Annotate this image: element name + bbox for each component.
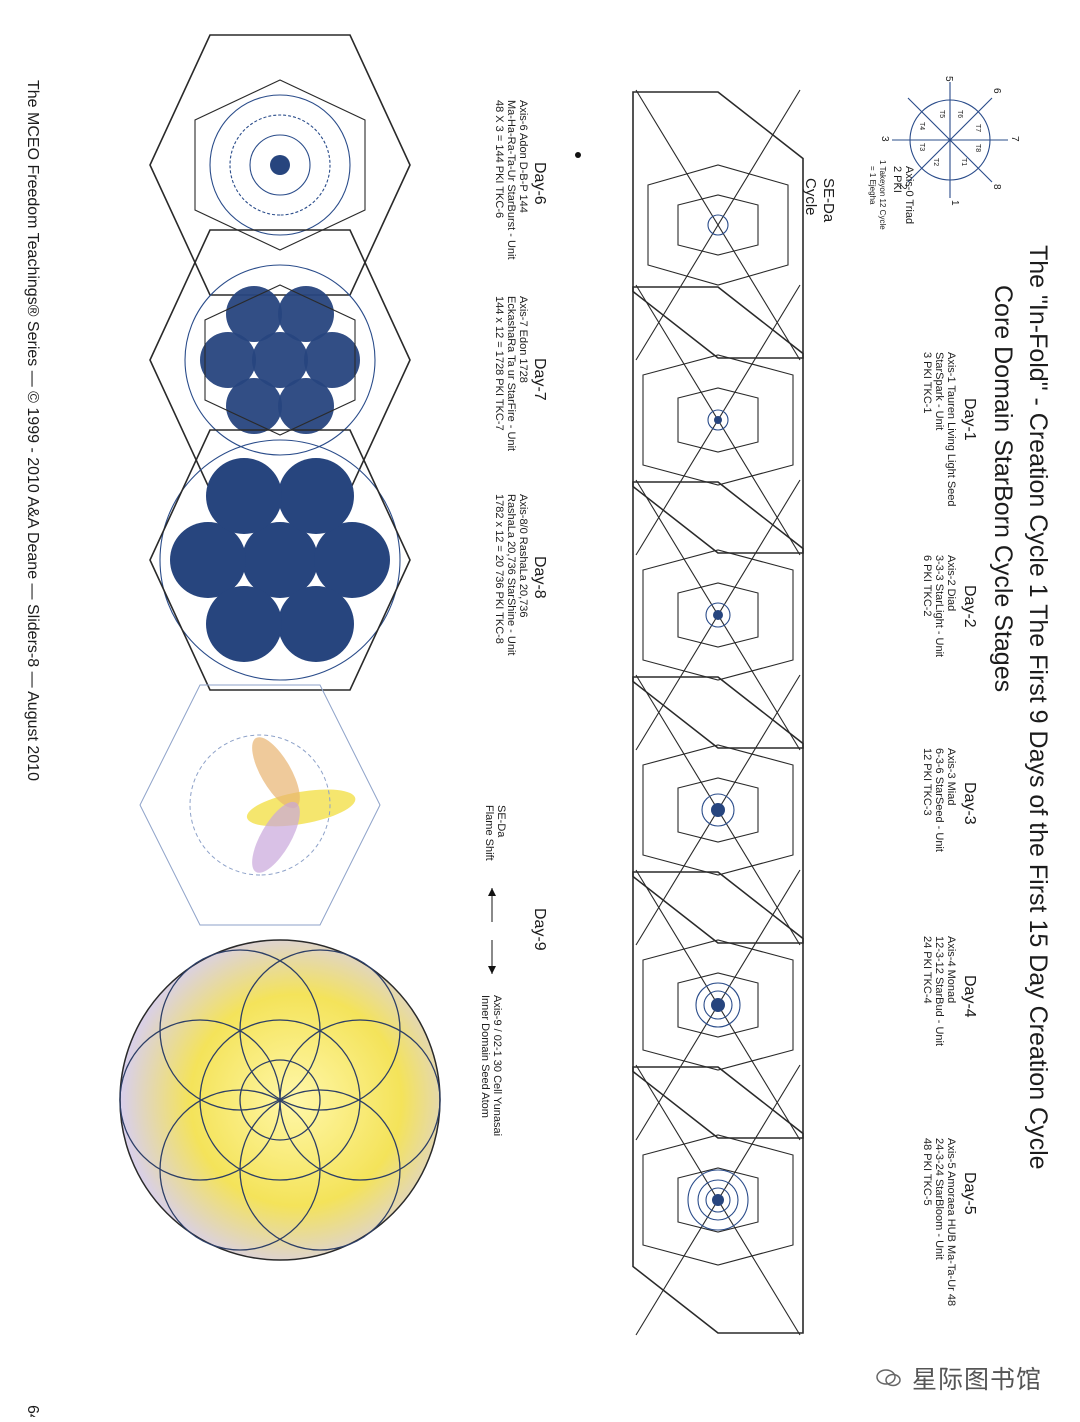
day6-caption-line2: Ma-Ha-Ra-Ta-Ur StarBurst - Unit [505,100,517,260]
day8-caption-line3: 1782 x 12 = 20 736 PKI TKC-8 [493,494,505,644]
day4-caption-line2: 12-3-12 StarBud - Unit [933,936,945,1046]
day6-title: Day-6 [531,162,548,205]
day8-caption-line2: RashaLa 20,736 StarShine - Unit [505,494,517,655]
sada-cycle-title-line2: Cycle [802,178,819,216]
hex-diagram-day3 [632,674,804,946]
sada-cycle-title-line1: SE-Da [820,178,837,223]
clock-number-2: 2 [897,184,908,190]
hex-diagram-day8 [149,429,411,691]
day8-caption-line1: Axis-8/0 RashaLa 20,736 [517,494,529,618]
clock-number-1: 1 [949,200,960,206]
day4-caption-line1: Axis-4 Monad [945,936,957,1003]
clock-label-t3: T3 [918,143,925,151]
clock-label-t5: T5 [938,110,945,118]
seed-atom-circle [119,939,441,1261]
day7-title: Day-7 [531,358,548,401]
clock-number-7: 7 [1009,136,1020,142]
hex-diagram-day1 [632,284,804,556]
day2-title: Day-2 [961,585,978,628]
day9-caption-line2: Inner Domain Seed Atom [479,995,491,1118]
day7-caption-line2: EckashaRa Ta ur StarFire - Unit [505,296,517,451]
footer-text: The MCEO Freedom Teachings® Series — © 1… [24,80,41,781]
clock-note-line1: 1 Takeyon 12 Cycle [878,160,887,230]
day2-caption-line3: 6 PKI TKC-2 [921,555,933,617]
hex-diagram-day2 [632,479,804,751]
day8-title: Day-8 [531,556,548,599]
watermark-text: 星际图书馆 [911,1365,1042,1394]
hex-diagram-day5 [632,1064,804,1336]
page-subtitle: Core Domain StarBorn Cycle Stages [989,285,1017,692]
sada-cycle-caption-line2: 2 PKI [891,166,903,193]
day3-caption-line3: 12 PKI TKC-3 [921,748,933,816]
hex-diagram-day6 [149,34,411,296]
wechat-icon [876,1369,901,1387]
day5-caption-line2: 24-3-24 StarBloom - Unit [933,1138,945,1260]
day1-caption-line3: 3 PKI TKC-1 [921,352,933,414]
clock-number-8: 8 [991,184,1002,190]
day1-caption-line1: Axis-1 Tauren Living Light Seed [945,352,957,507]
day7-caption-line1: Axis-7 Edon 1728 [517,296,529,383]
clock-number-3: 3 [879,136,890,142]
day1-title: Day-1 [961,398,978,441]
clock-label-t8: T8 [974,144,981,152]
hex-diagram-day7 [149,229,411,491]
hex-diagram-day4 [632,869,804,1141]
clock-label-t6: T6 [956,110,963,118]
clock-note-line2: = 1 Ejegha [868,166,877,205]
day6-caption-line3: 48 X 3 = 144 PKI TKC-6 [493,100,505,218]
clock-label-t7: T7 [974,124,981,132]
clock-label-t2: T2 [932,158,939,166]
day7-caption-line3: 144 x 12 = 1728 PKI TKC-7 [493,296,505,431]
day9-caption-line1: Axis-9 / 02-1 30 Cell Yunasai [491,995,503,1136]
day4-title: Day-4 [961,975,978,1018]
page-title: The "In-Fold" - Creation Cycle 1 The Fir… [1024,245,1052,1170]
day3-caption-line1: Axis-3 Miad [945,748,957,805]
flame-shift-line1: SE-Da [495,805,507,838]
day3-caption-line2: 6-3-6 StarSeed - Unit [933,748,945,852]
day4-caption-line3: 24 PKI TKC-4 [921,936,933,1004]
flame-shift-line2: Flame Shift [483,805,495,861]
flame-shift-arrows [488,888,496,974]
day2-caption-line2: 3-3-3 StarLight - Unit [933,555,945,657]
day2-caption-line1: Axis-2 Diad [945,555,957,611]
hex-diagram-axis0 [575,89,804,361]
day5-caption-line3: 48 PKI TKC-5 [921,1138,933,1206]
day1-caption-line2: StarSpark - Unit [933,352,945,430]
day5-caption-line1: Axis-5 Amoraea HUB Ma-Ta-Ur 48 [945,1138,957,1306]
watermark: 星际图书馆 [876,1360,1042,1396]
clock-number-5: 5 [943,76,954,82]
clock-label-t1: T1 [960,158,967,166]
day3-title: Day-3 [961,782,978,825]
clock-label-t4: T4 [918,122,925,130]
clock-number-6: 6 [991,88,1002,94]
rotated-content: The "In-Fold" - Creation Cycle 1 The Fir… [24,34,1052,1422]
day9-title: Day-9 [531,908,548,951]
day6-caption-line1: Axis-6 Adon D-B-P 144 [517,100,529,213]
takeyon-clock-diagram: 1 2 3 5 6 7 8 T1 T2 T3 T4 T5 T6 T7 T8 1 … [868,76,1020,230]
sada-cycle-caption-line1: Axis-0 Triad [903,166,915,224]
page-number: 64 [24,1405,41,1417]
flame-shift-diagram [139,684,381,926]
day5-title: Day-5 [961,1172,978,1215]
